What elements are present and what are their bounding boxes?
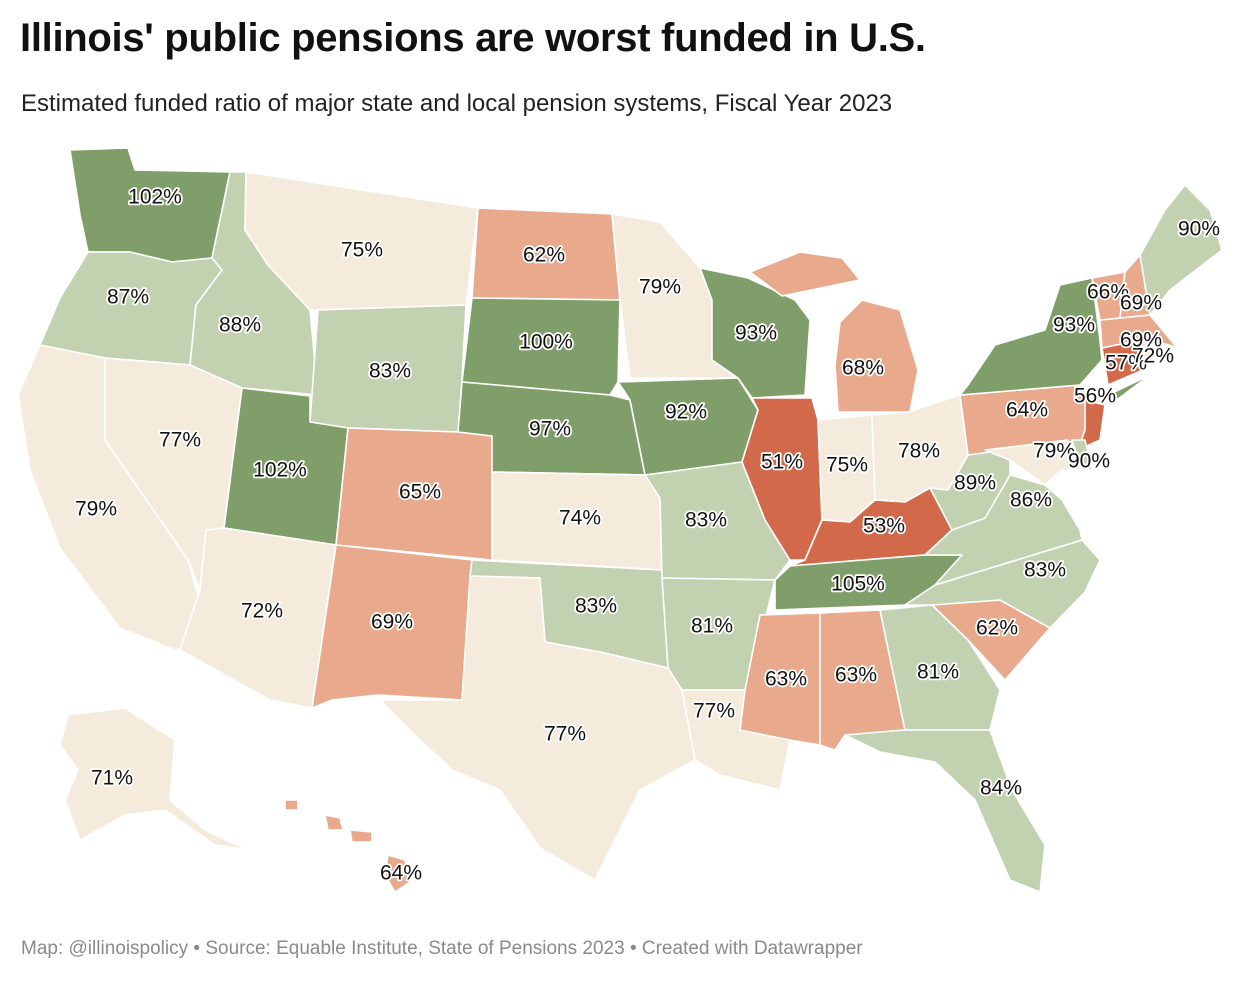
label-CO: 65% bbox=[399, 481, 441, 504]
chart-subtitle: Estimated funded ratio of major state an… bbox=[21, 90, 893, 117]
label-NV: 77% bbox=[159, 429, 201, 452]
state-AK[interactable] bbox=[59, 707, 249, 851]
state-DE[interactable] bbox=[1071, 439, 1093, 471]
state-HI[interactable] bbox=[284, 799, 411, 893]
state-MD[interactable] bbox=[984, 439, 1083, 486]
label-NH: 69% bbox=[1120, 292, 1162, 315]
label-VA: 86% bbox=[1010, 489, 1052, 512]
label-MA: 69% bbox=[1120, 329, 1162, 352]
state-FL[interactable] bbox=[844, 729, 1046, 893]
label-AL: 63% bbox=[835, 664, 877, 687]
label-AR: 81% bbox=[691, 615, 733, 638]
label-DE: 90% bbox=[1068, 450, 1110, 473]
label-UT: 102% bbox=[253, 459, 307, 482]
state-MT[interactable] bbox=[244, 171, 479, 311]
label-MI: 68% bbox=[842, 357, 884, 380]
label-IA: 92% bbox=[665, 401, 707, 424]
label-ND: 62% bbox=[523, 244, 565, 267]
state-NJ[interactable] bbox=[1077, 399, 1106, 451]
state-TX[interactable] bbox=[379, 575, 696, 881]
label-CT: 57% bbox=[1105, 352, 1147, 375]
chart-title: Illinois' public pensions are worst fund… bbox=[20, 16, 926, 60]
label-WA: 102% bbox=[128, 186, 182, 209]
label-MS: 63% bbox=[765, 668, 807, 691]
label-IN: 75% bbox=[826, 454, 868, 477]
label-RI: 72% bbox=[1132, 345, 1174, 368]
label-GA: 81% bbox=[917, 661, 959, 684]
state-IL[interactable] bbox=[741, 397, 823, 561]
label-LA: 77% bbox=[693, 700, 735, 723]
label-MO: 83% bbox=[685, 509, 727, 532]
label-NJ: 56% bbox=[1074, 385, 1116, 408]
state-ME[interactable] bbox=[1139, 184, 1223, 316]
label-ID: 88% bbox=[219, 314, 261, 337]
label-AK: 71% bbox=[91, 767, 133, 790]
label-IL: 51% bbox=[761, 451, 803, 474]
label-PA: 64% bbox=[1006, 399, 1048, 422]
label-KY: 53% bbox=[863, 515, 905, 538]
label-NE: 97% bbox=[529, 418, 571, 441]
label-OH: 78% bbox=[898, 440, 940, 463]
label-MT: 75% bbox=[341, 239, 383, 262]
state-SD[interactable] bbox=[461, 297, 621, 396]
label-NM: 69% bbox=[371, 611, 413, 634]
state-MA[interactable] bbox=[1099, 314, 1186, 351]
state-NY[interactable] bbox=[959, 277, 1151, 406]
label-SD: 100% bbox=[519, 331, 573, 354]
state-MI[interactable] bbox=[749, 251, 919, 413]
label-OR: 87% bbox=[107, 286, 149, 309]
label-NC: 83% bbox=[1024, 559, 1066, 582]
label-MD: 79% bbox=[1033, 440, 1075, 463]
label-FL: 84% bbox=[980, 777, 1022, 800]
label-WI: 93% bbox=[735, 322, 777, 345]
label-SC: 62% bbox=[976, 617, 1018, 640]
label-NY: 93% bbox=[1053, 314, 1095, 337]
label-MN: 79% bbox=[639, 276, 681, 299]
label-VT: 66% bbox=[1087, 281, 1129, 304]
label-TN: 105% bbox=[831, 573, 885, 596]
source-footer: Map: @illinoispolicy • Source: Equable I… bbox=[21, 938, 863, 959]
label-OK: 83% bbox=[575, 595, 617, 618]
label-ME: 90% bbox=[1178, 218, 1220, 241]
label-CA: 79% bbox=[75, 498, 117, 521]
label-AZ: 72% bbox=[241, 600, 283, 623]
label-KS: 74% bbox=[559, 507, 601, 530]
label-WY: 83% bbox=[369, 360, 411, 383]
label-TX: 77% bbox=[544, 723, 586, 746]
label-WV: 89% bbox=[954, 472, 996, 495]
label-HI: 64% bbox=[380, 862, 422, 885]
